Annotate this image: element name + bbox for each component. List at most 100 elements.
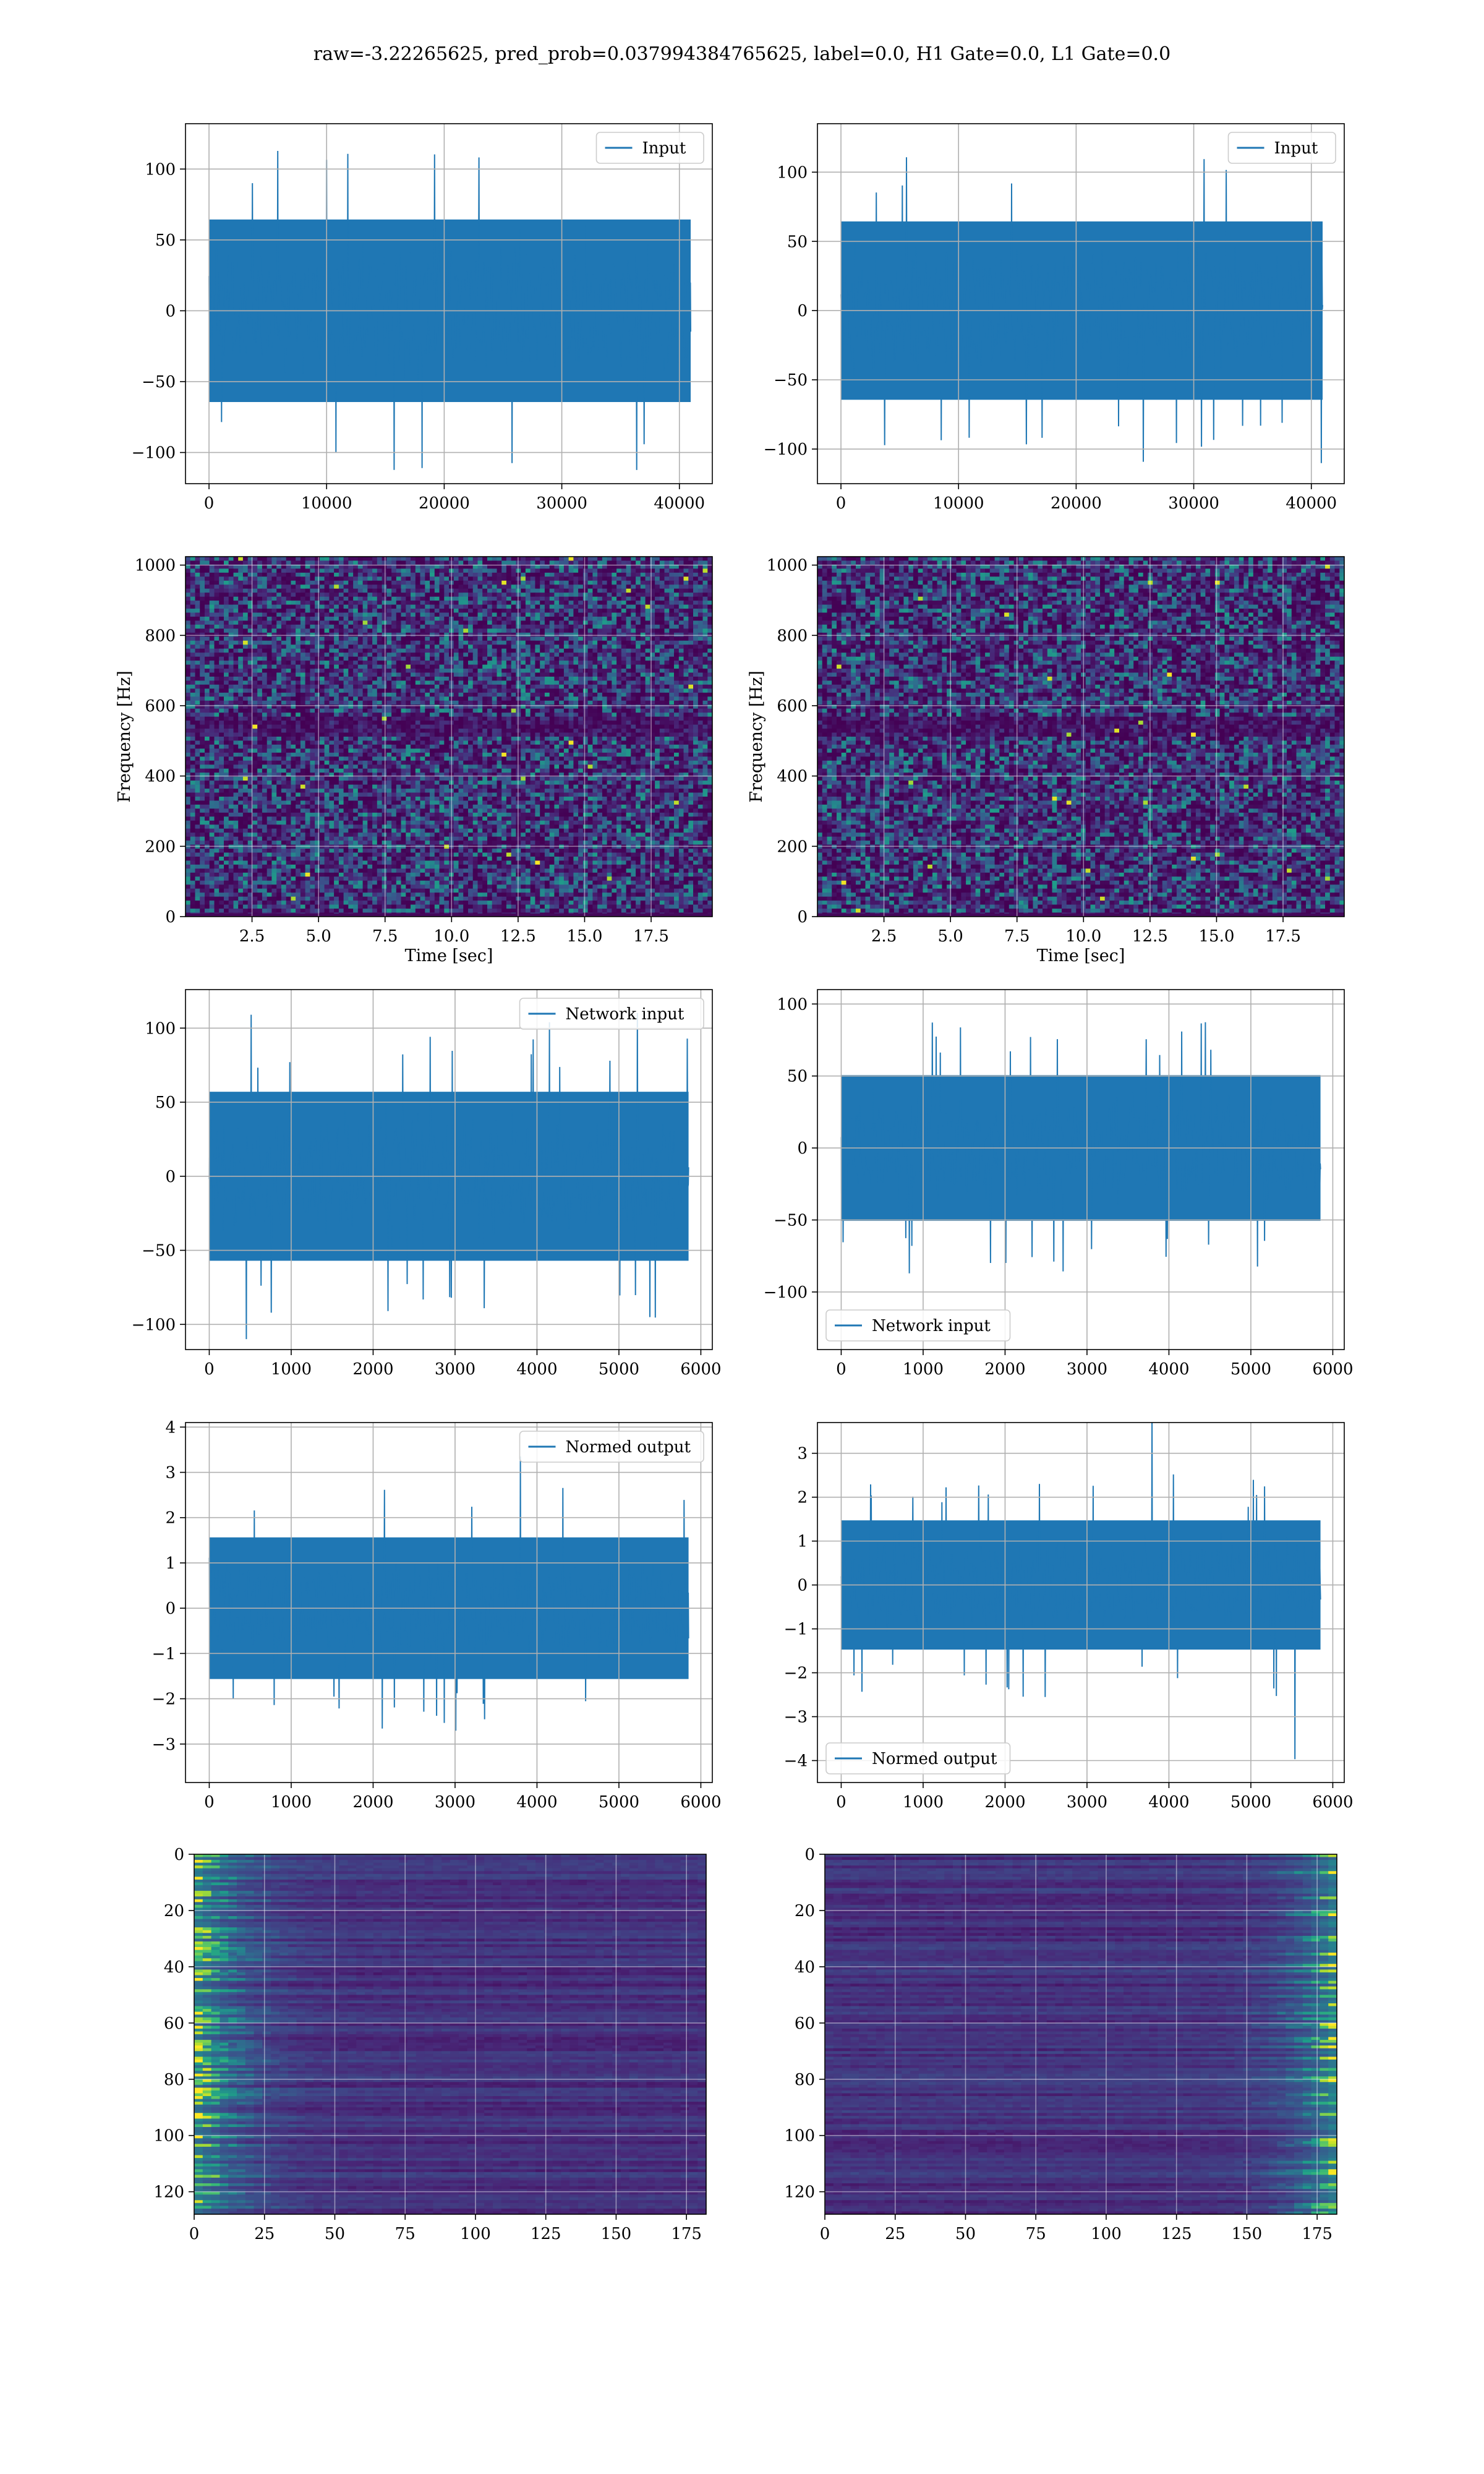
- row5-left-ytick-label: 80: [164, 2071, 184, 2089]
- row4-right-frame: [817, 1422, 1345, 1783]
- row4-left-plot-area: [208, 1456, 689, 1731]
- row1-right-frame: [817, 123, 1345, 484]
- row4-left-axes: 0 1000 2000 3000 4000 5000 6000 −3 −2 −1 0 1 2 3 4 Norm…: [152, 1418, 722, 1812]
- row1-right-series-line: [840, 157, 1323, 463]
- row5-left-ytick-label: 40: [164, 1958, 184, 1977]
- row4-left-xtick-label: 2000: [352, 1793, 393, 1812]
- row5-right-ytick-label: 0: [804, 1846, 815, 1864]
- row5-right-frame: [824, 1854, 1337, 2215]
- row3-right-ytick-label: 0: [797, 1139, 808, 1158]
- row3-left-ytick-label: 0: [165, 1168, 176, 1186]
- row5-left-xtick-label: 100: [460, 2225, 491, 2243]
- row4-right-legend-label: Normed output: [872, 1750, 997, 1768]
- row2-left-xtick-label: 2.5: [239, 927, 265, 946]
- row5-right-xtick-label: 25: [885, 2225, 905, 2243]
- row4-left-legend-label: Normed output: [566, 1438, 691, 1457]
- row3-right-xtick-label: 6000: [1312, 1360, 1353, 1379]
- row4-left-xtick-label: 6000: [680, 1793, 721, 1812]
- row2-right-ytick-label: 0: [797, 908, 808, 927]
- row2-right-xtick-label: 17.5: [1265, 927, 1301, 946]
- row1-right-xtick-label: 10000: [933, 494, 984, 513]
- row5-left-ytick-label: 20: [164, 1902, 184, 1920]
- row2-left-ytick-label: 600: [145, 697, 176, 716]
- row3-right-ytick-label: 50: [787, 1068, 808, 1086]
- row5-left-xtick-label: 75: [395, 2225, 416, 2243]
- row3-left-ytick-label: −100: [132, 1316, 176, 1334]
- row3-left-ytick-label: 100: [145, 1019, 176, 1038]
- row2-left-xtick-label: 15.0: [567, 927, 603, 946]
- row5-right-xtick-label: 125: [1161, 2225, 1192, 2243]
- row2-right-xtick-label: 15.0: [1199, 927, 1235, 946]
- row2-right-ylabel: Frequency [Hz]: [747, 670, 766, 802]
- row2-left-frame: [185, 556, 713, 917]
- row4-right-xtick-label: 4000: [1148, 1793, 1189, 1812]
- row2-left-xtick-label: 17.5: [633, 927, 669, 946]
- row5-left-xtick-label: 175: [671, 2225, 702, 2243]
- row3-left-xtick-label: 2000: [352, 1360, 393, 1379]
- row3-right-xtick-label: 3000: [1067, 1360, 1107, 1379]
- row4-right-ytick-label: −4: [784, 1752, 808, 1771]
- row2-right-plot-area: [817, 557, 1344, 917]
- row5-left-xtick-label: 50: [325, 2225, 345, 2243]
- row5-right-xtick-label: 0: [820, 2225, 830, 2243]
- row2-left-ytick-label: 0: [165, 908, 176, 927]
- row4-right-ytick-label: −3: [784, 1708, 808, 1727]
- row5-left-frame: [194, 1854, 707, 2215]
- row4-right-ytick-label: −1: [784, 1620, 808, 1639]
- row5-right-ytick-label: 80: [795, 2071, 815, 2089]
- row2-right-xtick-label: 10.0: [1065, 927, 1101, 946]
- row4-left-legend: Normed output: [519, 1431, 704, 1463]
- row1-left-series-line: [208, 150, 691, 470]
- row2-right-xtick-label: 12.5: [1132, 927, 1168, 946]
- row3-right-legend: Network input: [825, 1309, 1011, 1342]
- row3-right-frame: [817, 989, 1345, 1350]
- row2-right-ytick-label: 400: [777, 768, 808, 786]
- row1-left-ytick-label: 100: [145, 160, 176, 179]
- row2-right-axes: 2.5 5.0 7.5 10.0 12.5 15.0 17.5 0 200 400 600 800 10…: [747, 556, 1345, 965]
- row5-right-plot-area: [825, 1854, 1337, 2214]
- row2-left-ylabel: Frequency [Hz]: [115, 670, 134, 802]
- row1-right-xtick-label: 0: [836, 494, 846, 513]
- row5-left-axes: 0 25 50 75 100 125 150 175 0 20 40 60 80 100 120: [153, 1846, 707, 2243]
- row4-left-frame: [185, 1422, 713, 1783]
- row3-right-series-line: [840, 1022, 1321, 1273]
- row5-right-xtick-label: 75: [1026, 2225, 1046, 2243]
- row5-right-ytick-label: 20: [795, 1902, 815, 1920]
- row3-left-xtick-label: 1000: [271, 1360, 312, 1379]
- row2-left-ytick-label: 1000: [135, 557, 176, 575]
- row5-right-ytick-label: 100: [784, 2127, 815, 2146]
- row2-left-axes: 2.5 5.0 7.5 10.0 12.5 15.0 17.5 0 200 400 600 800 10…: [115, 556, 713, 965]
- row1-left-ytick-label: 50: [155, 231, 176, 250]
- row5-left-xtick-label: 25: [254, 2225, 275, 2243]
- row2-right-xtick-label: 5.0: [937, 927, 963, 946]
- row1-left-legend-label: Input: [642, 139, 686, 158]
- row4-left-ytick-label: −3: [152, 1736, 176, 1754]
- row4-right-ytick-label: 1: [797, 1533, 808, 1551]
- row4-left-xtick-label: 0: [204, 1793, 215, 1812]
- row1-left-xtick-label: 10000: [301, 494, 352, 513]
- row1-right-axes: 0 10000 20000 30000 40000 −100 −50 0 50 100 Input: [764, 123, 1345, 513]
- row2-left-xlabel: Time [sec]: [405, 946, 493, 965]
- row1-right-xtick-label: 30000: [1168, 494, 1219, 513]
- row5-right-xtick-label: 175: [1302, 2225, 1333, 2243]
- row3-left-ytick-label: 50: [155, 1094, 176, 1112]
- row3-left-axes: 0 1000 2000 3000 4000 5000 6000 −100 −50 0 50 100 Ne…: [132, 989, 722, 1379]
- row3-right-xtick-label: 0: [836, 1360, 846, 1379]
- row1-right-legend-label: Input: [1274, 139, 1318, 158]
- row1-left-ytick-label: −100: [132, 444, 176, 463]
- row2-right-xtick-label: 2.5: [871, 927, 897, 946]
- row4-left-xtick-label: 3000: [435, 1793, 475, 1812]
- row5-right-ytick-label: 60: [795, 2014, 815, 2033]
- row2-left-xtick-label: 7.5: [372, 927, 398, 946]
- row2-right-xlabel: Time [sec]: [1037, 946, 1125, 965]
- row2-left-xtick-label: 10.0: [433, 927, 469, 946]
- row1-left-axes: 0 10000 20000 30000 40000 −100 −50 0 50 100 Input: [132, 123, 713, 513]
- row2-left-ytick-label: 200: [145, 837, 176, 856]
- row4-right-series-line: [840, 1423, 1321, 1760]
- row2-right-ytick-label: 200: [777, 837, 808, 856]
- row2-right-xtick-label: 7.5: [1004, 927, 1030, 946]
- row4-right-ytick-label: 3: [797, 1445, 808, 1463]
- row3-right-xtick-label: 4000: [1148, 1360, 1189, 1379]
- row5-right-xtick-label: 50: [955, 2225, 976, 2243]
